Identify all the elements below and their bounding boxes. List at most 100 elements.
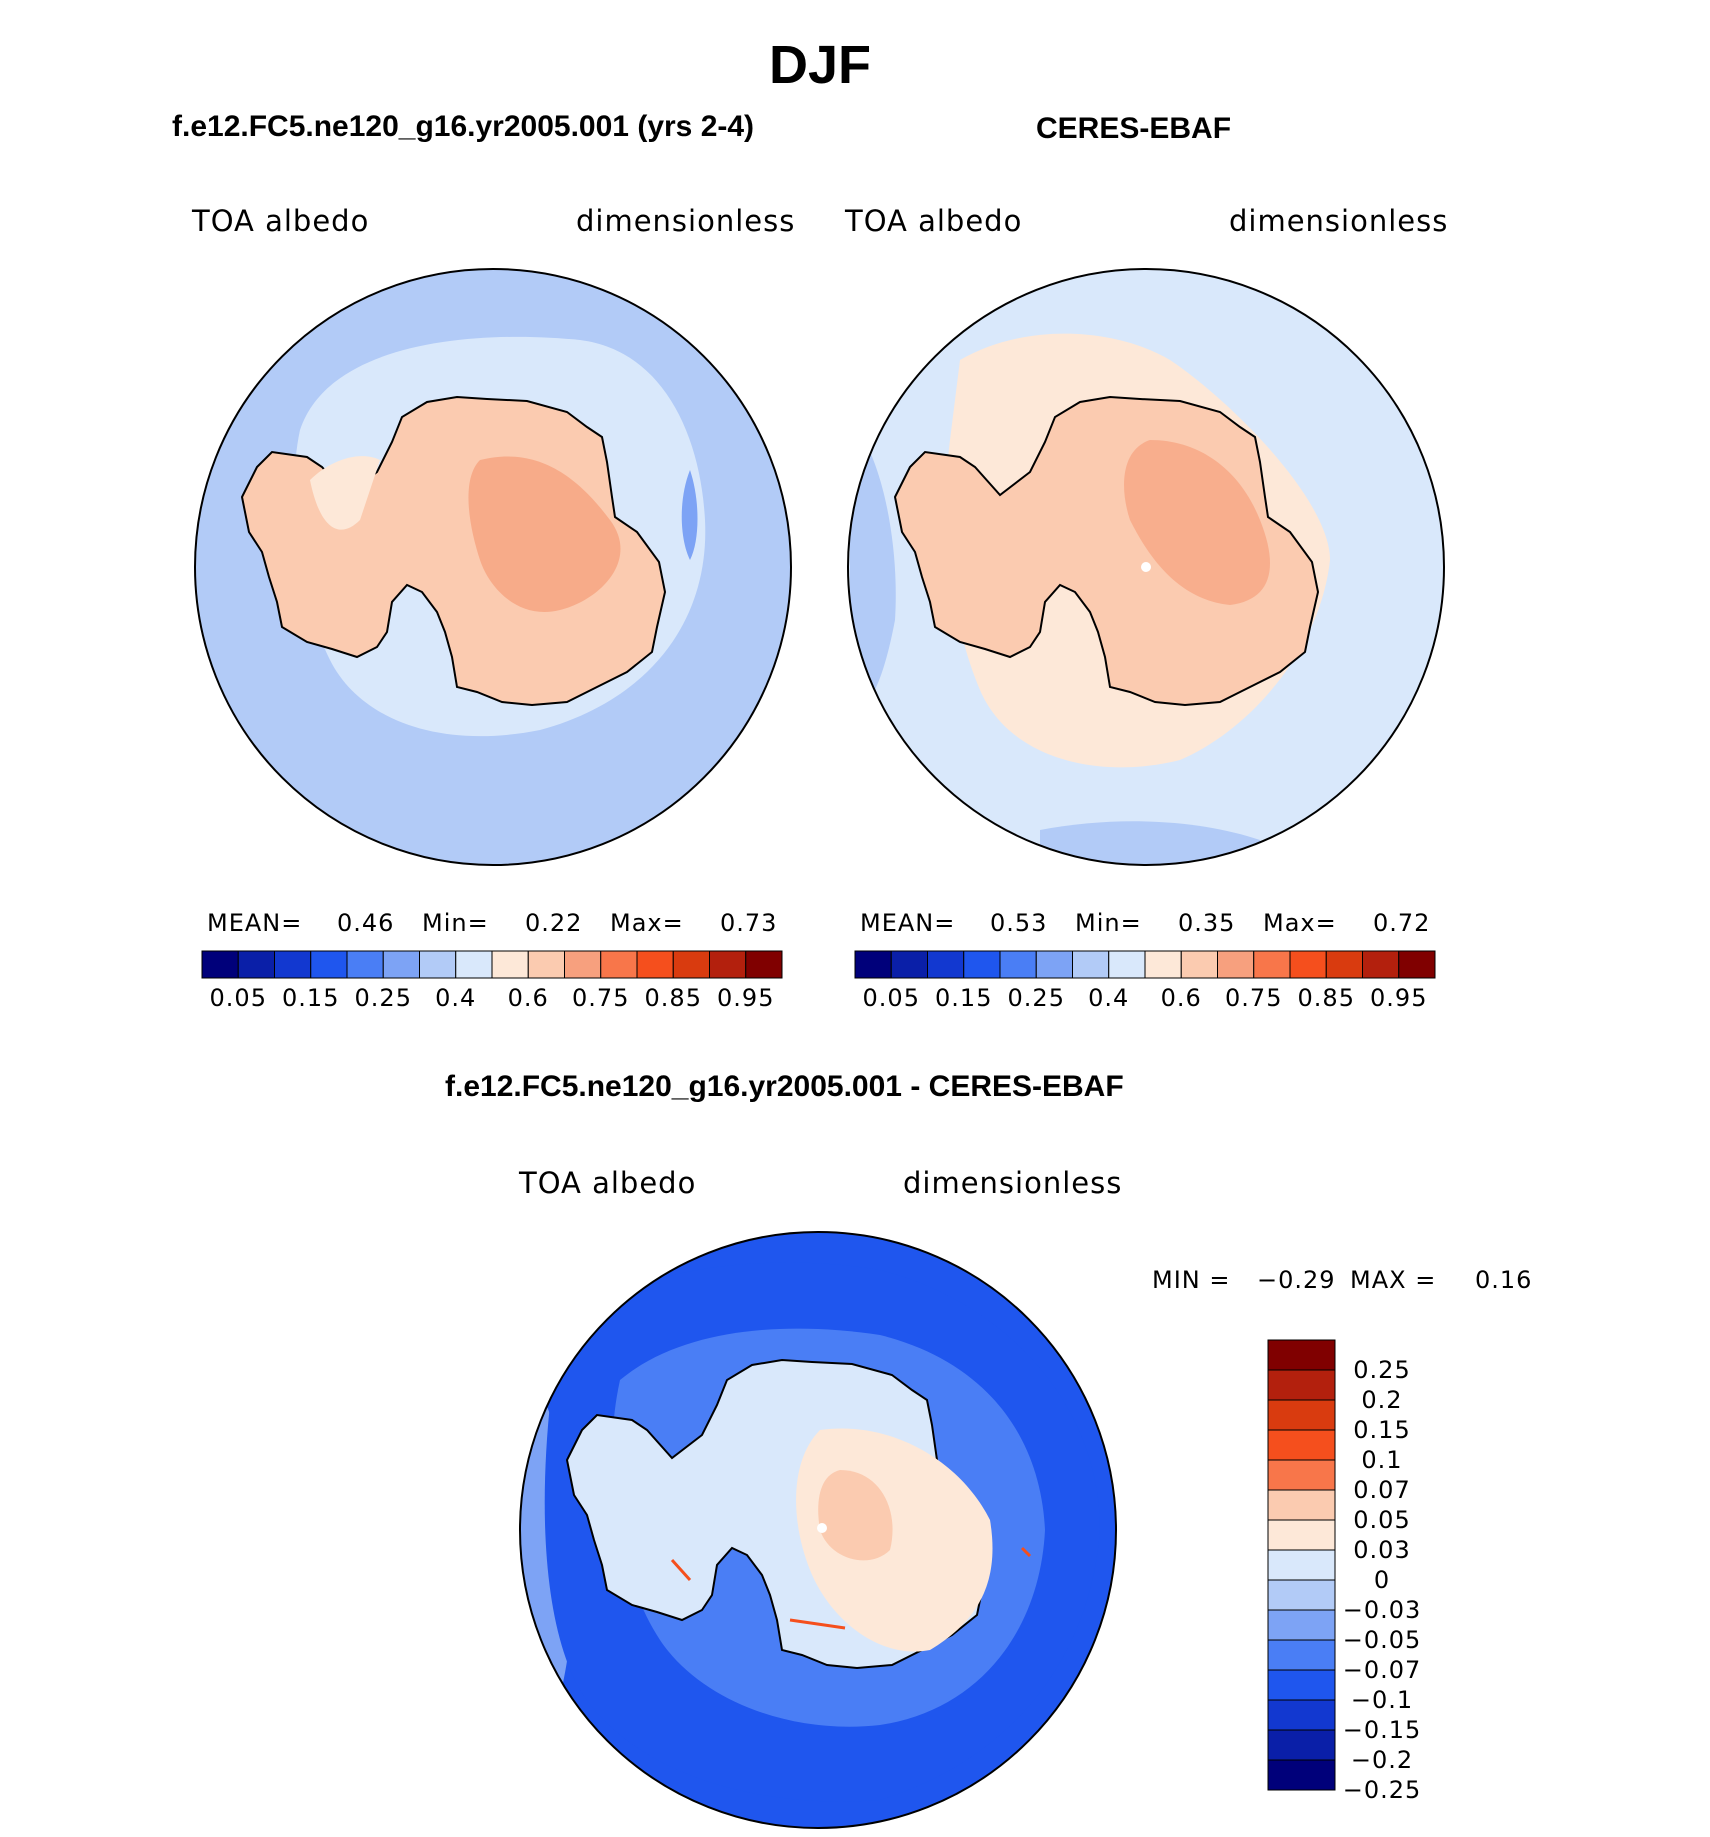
- panel-1-colorbar-cell: [636, 950, 674, 979]
- panel-2-colorbar-cell: [1325, 950, 1363, 979]
- panel-2-colorbar-cell: [963, 950, 1001, 979]
- panel-2-title: CERES-EBAF: [1036, 112, 1232, 145]
- panel-2-colorbar-cell: [890, 950, 928, 979]
- panel-2-colorbar-label: 0.15: [935, 984, 993, 1012]
- panel-1-colorbar: [201, 950, 783, 979]
- panel-2-max-label: Max=: [1263, 909, 1337, 937]
- diff-colorbar-cell: [1267, 1489, 1336, 1521]
- diff-colorbar-cell: [1267, 1459, 1336, 1491]
- panel-2-colorbar-cell: [1180, 950, 1218, 979]
- panel-1-colorbar-label: 0.95: [717, 984, 775, 1012]
- diff-colorbar-cell: [1267, 1399, 1336, 1431]
- diff-min-label: MIN =: [1152, 1266, 1231, 1294]
- diff-colorbar-label: 0.07: [1353, 1476, 1411, 1504]
- panel-2-colorbar-label: 0.85: [1297, 984, 1355, 1012]
- panel-2-colorbar-cell: [1072, 950, 1110, 979]
- panel-1-colorbar-cell: [745, 950, 783, 979]
- diff-map-border: [519, 1231, 1117, 1829]
- diff-max-label: MAX =: [1350, 1266, 1437, 1294]
- diff-colorbar-label: −0.2: [1350, 1746, 1414, 1774]
- panel-1-mean-label: MEAN=: [207, 909, 303, 937]
- diff-panel-title: f.e12.FC5.ne120_g16.yr2005.001 - CERES-E…: [445, 1070, 1124, 1103]
- panel-2-map: [848, 269, 1444, 865]
- panel-1-colorbar-label: 0.85: [644, 984, 702, 1012]
- diff-colorbar-label: 0: [1373, 1566, 1391, 1594]
- diff-colorbar-cell: [1267, 1369, 1336, 1401]
- panel-1-colorbar-cell: [491, 950, 529, 979]
- panel-1-map-border: [194, 268, 792, 866]
- diff-min-value: −0.29: [1257, 1266, 1336, 1294]
- panel-1-mean-value: 0.46: [337, 909, 395, 937]
- panel-2-min-value: 0.35: [1178, 909, 1236, 937]
- panel-2-plateau-band: [1124, 440, 1270, 605]
- panel-2-colorbar-cell: [1289, 950, 1327, 979]
- panel-1-colorbar-cell: [527, 950, 565, 979]
- diff-coast-red-1: [789, 1618, 846, 1630]
- diff-colorbar-cell: [1267, 1699, 1336, 1731]
- diff-colorbar-cell: [1267, 1339, 1336, 1371]
- diff-max-value: 0.16: [1475, 1266, 1533, 1294]
- panel-1-colorbar-label: 0.6: [507, 984, 549, 1012]
- diff-colorbar-label: 0.2: [1361, 1386, 1403, 1414]
- diff-coast-red-2: [670, 1558, 692, 1582]
- panel-2-map-border: [847, 268, 1445, 866]
- panel-1-colorbar-label: 0.25: [354, 984, 412, 1012]
- diff-colorbar-cell: [1267, 1729, 1336, 1761]
- panel-2-min-label: Min=: [1075, 909, 1142, 937]
- panel-2-max-value: 0.72: [1373, 909, 1431, 937]
- diff-colorbar-label: −0.1: [1350, 1686, 1414, 1714]
- diff-map: [520, 1232, 1116, 1828]
- panel-1-colorbar-cell: [419, 950, 457, 979]
- diff-colorbar-label: 0.25: [1353, 1356, 1411, 1384]
- diff-variable-label: TOA albedo: [519, 1166, 697, 1200]
- panel-1-variable-label: TOA albedo: [192, 204, 370, 238]
- panel-1-colorbar-cell: [455, 950, 493, 979]
- panel-2-units-label: dimensionless: [1229, 204, 1449, 238]
- panel-1-colorbar-label: 0.15: [282, 984, 340, 1012]
- diff-colorbar-label: 0.05: [1353, 1506, 1411, 1534]
- panel-1-colorbar-cell: [310, 950, 348, 979]
- panel-2-colorbar-label: 0.4: [1088, 984, 1130, 1012]
- panel-2-colorbar-cell: [1362, 950, 1400, 979]
- panel-2-colorbar-cell: [1144, 950, 1182, 979]
- panel-2-variable-label: TOA albedo: [845, 204, 1023, 238]
- panel-2-colorbar-cell: [1217, 950, 1255, 979]
- diff-colorbar-cell: [1267, 1429, 1336, 1461]
- panel-1-colorbar-label: 0.4: [435, 984, 477, 1012]
- panel-1-max-label: Max=: [610, 909, 684, 937]
- panel-2-pole-dot: [1141, 562, 1151, 572]
- panel-1-colorbar-cell: [709, 950, 747, 979]
- panel-1-colorbar-label: 0.05: [209, 984, 267, 1012]
- panel-1-coast-ice: [310, 456, 380, 530]
- diff-colorbar-label: 0.03: [1353, 1536, 1411, 1564]
- diff-pole-dot: [817, 1523, 827, 1533]
- diff-coast-red-3: [1020, 1546, 1032, 1558]
- panel-1-colorbar-cell: [672, 950, 710, 979]
- diff-colorbar-cell: [1267, 1669, 1336, 1701]
- diff-colorbar-cell: [1267, 1519, 1336, 1551]
- diff-center-positive: [818, 1470, 893, 1561]
- diff-colorbar-cell: [1267, 1759, 1336, 1791]
- diff-colorbar-cell: [1267, 1579, 1336, 1611]
- panel-2-colorbar-cell: [854, 950, 892, 979]
- panel-2-west-blue: [850, 420, 896, 708]
- diff-colorbar-label: −0.07: [1342, 1656, 1422, 1684]
- diff-colorbar-label: −0.03: [1342, 1596, 1422, 1624]
- panel-1-min-value: 0.22: [525, 909, 583, 937]
- panel-1-colorbar-cell: [382, 950, 420, 979]
- panel-2-colorbar-label: 0.6: [1160, 984, 1202, 1012]
- panel-2-mean-label: MEAN=: [860, 909, 956, 937]
- diff-colorbar-cell: [1267, 1549, 1336, 1581]
- panel-2-colorbar-cell: [1035, 950, 1073, 979]
- panel-1-plateau: [468, 456, 621, 612]
- diff-colorbar-label: 0.1: [1361, 1446, 1403, 1474]
- panel-2-colorbar-label: 0.75: [1225, 984, 1283, 1012]
- diff-colorbar-label: 0.15: [1353, 1416, 1411, 1444]
- panel-1-title: f.e12.FC5.ne120_g16.yr2005.001 (yrs 2-4): [172, 110, 755, 143]
- panel-2-colorbar-cell: [999, 950, 1037, 979]
- panel-1-colorbar-cell: [201, 950, 239, 979]
- diff-colorbar: [1267, 1339, 1336, 1791]
- panel-2-colorbar-cell: [1253, 950, 1291, 979]
- diff-colorbar-label: −0.15: [1342, 1716, 1422, 1744]
